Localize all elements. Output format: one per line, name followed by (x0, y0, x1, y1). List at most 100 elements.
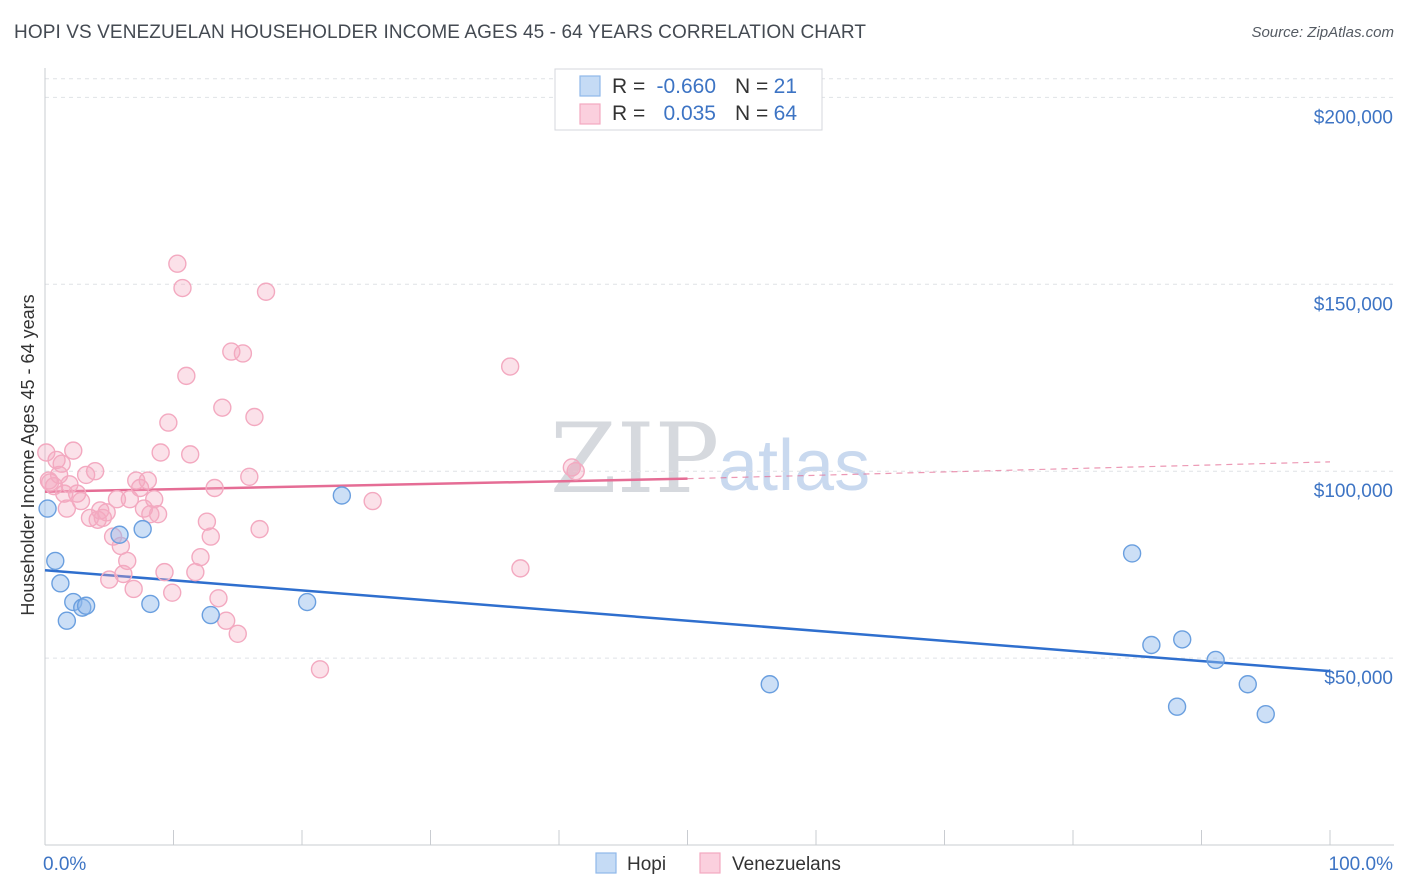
watermark-zip: ZIP (550, 403, 719, 515)
point-venezuelans (201, 527, 220, 546)
point-venezuelans (60, 475, 79, 494)
point-hopi (1167, 697, 1187, 716)
point-hopi (332, 486, 352, 505)
point-venezuelans (222, 342, 241, 361)
axes: $50,000 $100,000 $150,000 $200,000 0.0% 100.0… (43, 68, 1394, 875)
legend-n-label: N = (735, 75, 768, 98)
point-venezuelans (44, 476, 64, 496)
point-venezuelans (233, 344, 253, 363)
point-venezuelans (163, 583, 182, 602)
point-venezuelans (310, 660, 330, 679)
y-axis-title: Householder Income Ages 45 - 64 years (18, 294, 38, 615)
point-venezuelans (228, 624, 247, 643)
chart-title: HOPI VS VENEZUELAN HOUSEHOLDER INCOME AG… (14, 22, 867, 43)
legend-r-value-venezuelans: 0.035 (663, 102, 716, 125)
point-venezuelans (85, 461, 105, 481)
point-venezuelans (197, 512, 217, 531)
point-hopi (1122, 544, 1142, 563)
legend-n-value-hopi: 21 (774, 75, 797, 98)
bottom-legend-swatch-venezuelans (699, 852, 721, 874)
point-venezuelans (148, 504, 168, 524)
trend-line-venezuelans-extrapolated (687, 461, 1331, 480)
point-hopi (46, 551, 65, 571)
point-venezuelans (52, 454, 71, 473)
point-venezuelans (205, 478, 224, 498)
point-venezuelans (64, 441, 83, 460)
point-hopi (1238, 675, 1257, 694)
y-tick-label: $100,000 (1314, 481, 1393, 502)
point-hopi (297, 592, 317, 612)
point-hopi (57, 611, 77, 630)
bottom-legend-hopi: Hopi (627, 854, 666, 875)
point-venezuelans (39, 471, 59, 490)
point-venezuelans (500, 357, 520, 376)
point-venezuelans (138, 471, 158, 490)
trend-line-venezuelans (44, 477, 688, 493)
point-venezuelans (209, 589, 228, 608)
legend-n-value-venezuelans: 64 (774, 102, 798, 125)
legend-swatch-venezuelans (579, 103, 601, 125)
point-venezuelans (173, 278, 192, 298)
legend-swatch-hopi (579, 75, 601, 97)
trend-lines (44, 461, 1331, 673)
point-hopi (51, 574, 70, 593)
point-venezuelans (213, 398, 232, 417)
point-hopi (1256, 704, 1275, 724)
legend-n-label: N = (735, 102, 768, 125)
point-venezuelans (151, 443, 170, 462)
point-venezuelans (177, 366, 196, 386)
y-tick-label: $150,000 (1314, 294, 1393, 315)
source-credit: Source: ZipAtlas.com (1251, 24, 1394, 41)
point-venezuelans (181, 445, 200, 464)
point-venezuelans (71, 491, 91, 511)
point-hopi (1206, 650, 1225, 670)
point-venezuelans (37, 443, 56, 462)
point-venezuelans (566, 461, 585, 481)
point-venezuelans (155, 562, 174, 582)
point-venezuelans (55, 484, 74, 503)
legend: R = -0.660 N = 21 R = 0.035 N = 64 (554, 68, 823, 131)
point-venezuelans (168, 254, 187, 273)
point-venezuelans (141, 504, 160, 524)
gridlines (45, 78, 1394, 659)
bottom-legend-swatch-hopi (595, 852, 617, 874)
x-tick-label-max: 100.0% (1329, 854, 1394, 875)
point-venezuelans (118, 551, 137, 571)
point-venezuelans (76, 465, 96, 485)
y-tick-label: $50,000 (1324, 668, 1393, 689)
bottom-legend-venezuelans: Venezuelans (732, 854, 841, 875)
point-venezuelans (250, 519, 269, 539)
bottom-legend: Hopi Venezuelans (595, 852, 841, 875)
point-hopi (1142, 635, 1161, 655)
point-hopi (141, 594, 160, 614)
point-hopi (760, 675, 779, 694)
point-venezuelans (97, 503, 116, 522)
watermark-atlas: atlas (718, 426, 870, 506)
point-hopi (76, 596, 96, 615)
point-venezuelans (57, 499, 77, 518)
point-hopi (38, 499, 57, 518)
point-venezuelans (159, 413, 178, 432)
point-hopi (110, 525, 129, 544)
point-venezuelans (363, 491, 382, 511)
point-venezuelans (130, 478, 150, 498)
point-hopi (201, 605, 220, 625)
point-venezuelans (120, 490, 140, 509)
point-venezuelans (240, 467, 259, 486)
legend-r-label: R = (612, 75, 645, 98)
point-venezuelans (256, 282, 276, 301)
trend-line-hopi (44, 569, 1331, 673)
point-venezuelans (245, 407, 264, 427)
point-venezuelans (124, 579, 143, 599)
x-tick-label-min: 0.0% (43, 854, 86, 875)
y-tick-label: $200,000 (1314, 107, 1393, 128)
point-hopi (1173, 630, 1192, 649)
point-hopi (133, 519, 152, 539)
point-venezuelans (107, 490, 127, 509)
legend-r-value-hopi: -0.660 (656, 75, 716, 98)
legend-r-label: R = (612, 102, 645, 125)
point-venezuelans (103, 527, 123, 546)
data-points (37, 254, 1275, 724)
point-venezuelans (145, 490, 164, 509)
